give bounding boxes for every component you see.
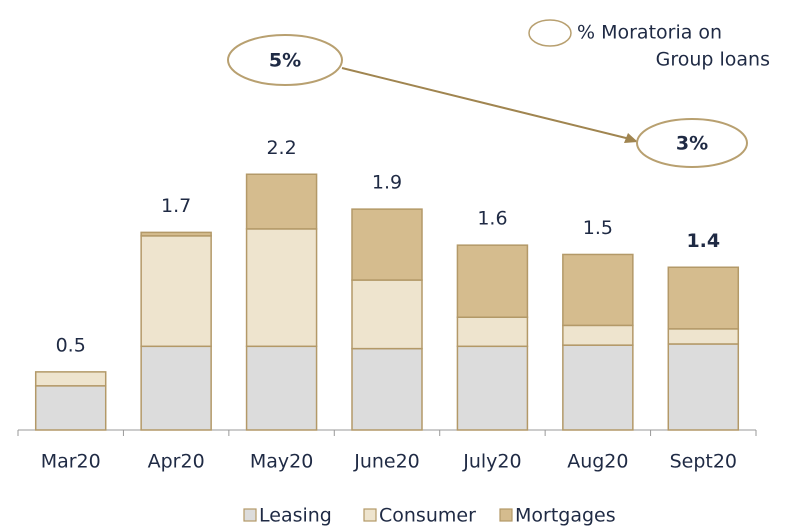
bar-segment xyxy=(245,228,318,348)
moratoria-legend-text: % Moratoria on xyxy=(577,22,722,44)
legend-label: Consumer xyxy=(379,505,476,527)
bar-segment xyxy=(667,328,740,345)
bar-segment xyxy=(351,208,423,281)
bar-segment xyxy=(456,316,529,348)
bar-segment xyxy=(456,244,529,318)
bar-segment xyxy=(34,385,107,431)
moratoria-value: 3% xyxy=(676,133,708,155)
moratoria-legend-icon xyxy=(528,19,572,47)
x-tick-label: Aug20 xyxy=(567,451,628,473)
bar-segment xyxy=(140,345,212,431)
total-label: 1.5 xyxy=(583,217,613,239)
bar-segment xyxy=(667,266,740,330)
bar-segment xyxy=(245,345,318,431)
legend-swatch xyxy=(243,508,257,522)
bar-segment xyxy=(351,347,423,431)
x-tick-label: July20 xyxy=(462,451,521,473)
bar-segment xyxy=(34,371,107,387)
total-label: 1.9 xyxy=(372,172,402,194)
x-tick-label: Mar20 xyxy=(41,451,101,473)
x-tick-label: May20 xyxy=(250,451,313,473)
total-label: 0.5 xyxy=(56,334,86,356)
x-tick-label: June20 xyxy=(353,451,420,473)
x-tick-label: Apr20 xyxy=(148,451,205,473)
bar-segment xyxy=(562,324,634,346)
bar-segment xyxy=(562,253,634,327)
moratoria-bubble xyxy=(227,34,343,86)
bar-segment xyxy=(456,345,529,431)
arrow-head xyxy=(624,133,638,143)
legend-label: Leasing xyxy=(259,505,332,527)
total-label: 2.2 xyxy=(266,137,296,159)
bar-segment xyxy=(140,231,212,237)
legend-label: Mortgages xyxy=(515,505,616,527)
bar-segment xyxy=(351,279,423,350)
bar-segment xyxy=(667,343,740,431)
legend-swatch xyxy=(363,508,377,522)
moratoria-bubble xyxy=(636,118,748,168)
bar-segment xyxy=(562,344,634,431)
total-label: 1.6 xyxy=(477,208,507,230)
moratoria-value: 5% xyxy=(269,50,301,72)
total-label: 1.4 xyxy=(686,230,720,252)
legend-swatch xyxy=(499,508,513,522)
bar-segment xyxy=(140,235,212,348)
moratoria-legend-text: Group loans xyxy=(656,49,770,71)
bar-segment xyxy=(245,173,318,230)
total-label: 1.7 xyxy=(161,195,191,217)
arrow-line xyxy=(341,67,631,140)
x-tick-label: Sept20 xyxy=(670,451,737,473)
